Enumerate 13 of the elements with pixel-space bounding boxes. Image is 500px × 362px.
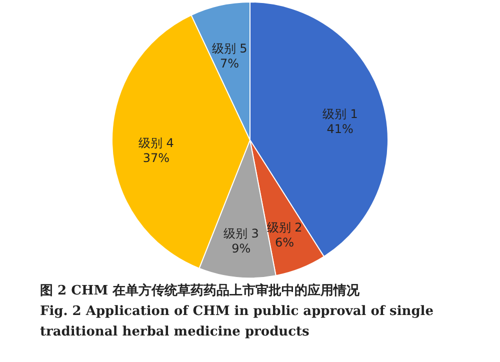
data-label: 37% xyxy=(142,150,170,165)
data-label: 7% xyxy=(220,56,240,70)
data-label: 41% xyxy=(326,122,354,136)
slice-label: 级别 2 xyxy=(266,220,302,234)
text: traditional herbal medicine products xyxy=(40,324,310,340)
slice-label: 级别 3 xyxy=(223,226,259,240)
slice-label: 级别 5 xyxy=(212,41,248,56)
data-label: 9% xyxy=(232,241,251,256)
caption: Fig. 2 Application of CHM in public approval of single xyxy=(40,304,434,319)
data-label: 6% xyxy=(275,235,294,250)
caption: 图 2 CHM 在单方传统草药药品上市审批中的应用情况 xyxy=(40,282,361,298)
slice-label: 级别 4 xyxy=(138,136,174,150)
slice-label: 级别 1 xyxy=(322,106,358,121)
